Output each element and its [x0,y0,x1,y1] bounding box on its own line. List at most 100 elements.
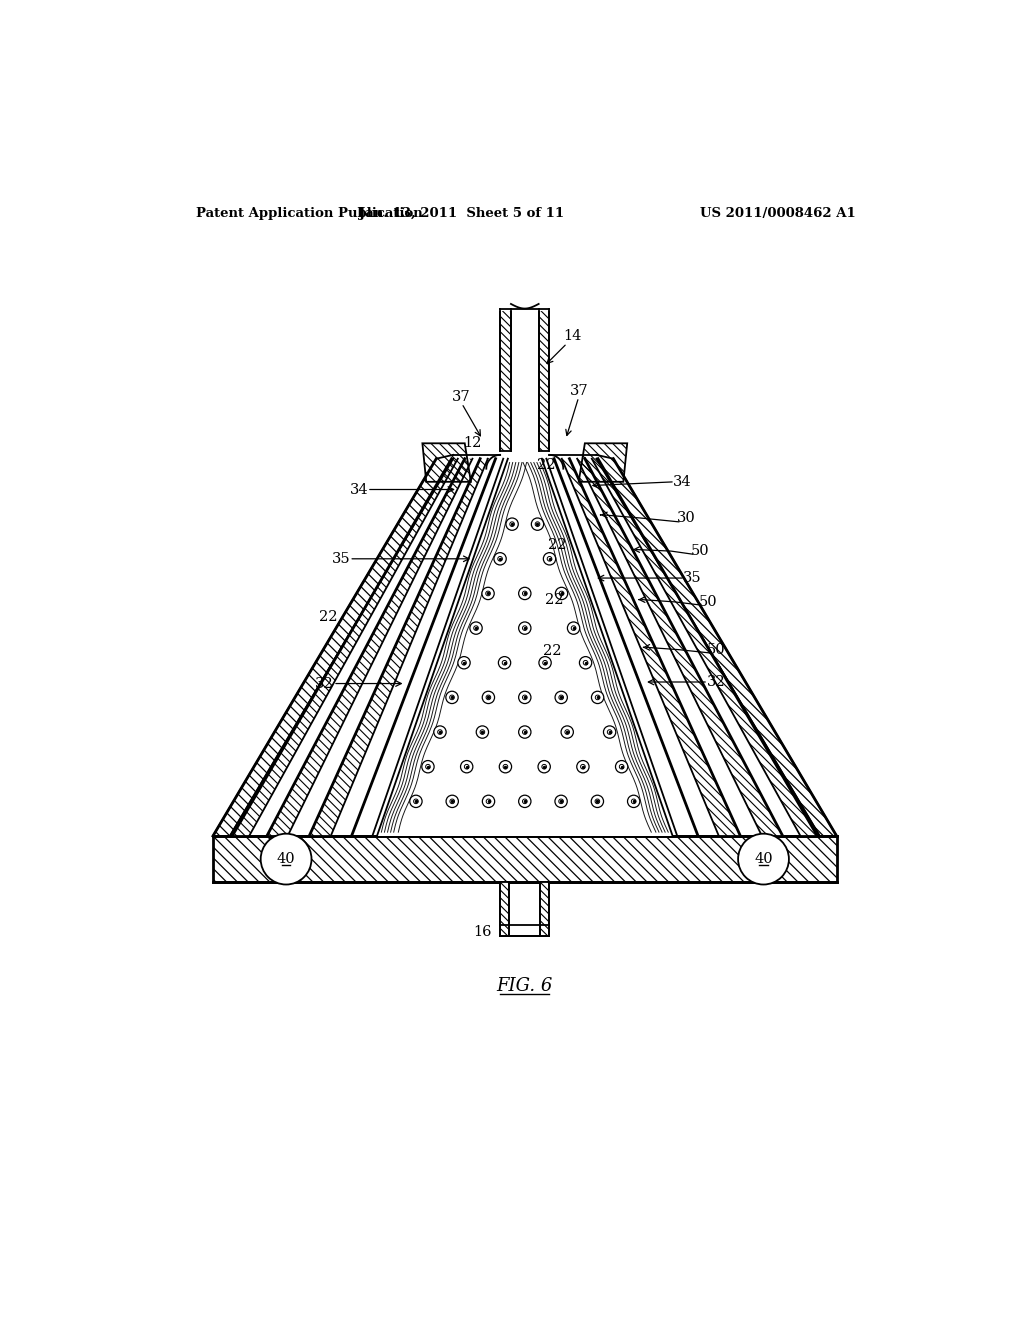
Circle shape [559,696,563,700]
Circle shape [502,660,507,665]
Circle shape [536,521,540,527]
Circle shape [538,760,550,774]
Text: FIG. 6: FIG. 6 [497,977,553,995]
Circle shape [738,834,788,884]
Circle shape [437,730,442,734]
Polygon shape [309,459,487,836]
Circle shape [555,795,567,808]
Circle shape [571,626,575,631]
Text: 32: 32 [315,677,334,690]
Text: 40: 40 [276,853,295,866]
Circle shape [498,557,503,561]
Text: 50: 50 [707,643,725,656]
Text: 12: 12 [463,437,481,450]
Circle shape [628,795,640,808]
Text: 37: 37 [453,391,471,404]
Circle shape [462,660,466,665]
Circle shape [450,696,455,700]
Circle shape [426,764,430,770]
Circle shape [559,799,563,804]
Text: 30: 30 [677,511,696,525]
Circle shape [584,660,588,665]
Polygon shape [578,459,782,836]
Polygon shape [213,836,837,882]
Text: 37: 37 [569,384,588,397]
Text: 22: 22 [548,539,566,552]
Circle shape [539,656,551,669]
Polygon shape [422,444,471,482]
Circle shape [506,517,518,531]
Circle shape [542,764,547,770]
Circle shape [555,692,567,704]
Text: 22: 22 [544,644,562,659]
Circle shape [474,626,478,631]
Circle shape [567,622,580,635]
Polygon shape [579,444,628,482]
Circle shape [434,726,446,738]
Circle shape [632,799,636,804]
Circle shape [603,726,615,738]
Circle shape [410,795,422,808]
Text: 16: 16 [473,925,492,940]
Text: 22: 22 [319,610,338,624]
Circle shape [592,692,604,704]
Circle shape [522,626,527,631]
Polygon shape [267,459,472,836]
Text: 35: 35 [332,552,351,566]
Circle shape [482,587,495,599]
Text: 22: 22 [545,593,563,607]
Circle shape [518,726,531,738]
Circle shape [522,730,527,734]
Polygon shape [232,459,458,836]
Circle shape [522,591,527,595]
Polygon shape [500,309,511,451]
Text: 14: 14 [563,329,582,342]
Circle shape [261,834,311,884]
Circle shape [445,692,458,704]
Text: 34: 34 [674,475,692,488]
Text: 32: 32 [707,675,725,689]
Circle shape [531,517,544,531]
Circle shape [544,553,556,565]
Circle shape [543,660,548,665]
Circle shape [476,726,488,738]
Circle shape [461,760,473,774]
Circle shape [458,656,470,669]
Circle shape [522,696,527,700]
Polygon shape [377,459,673,836]
Circle shape [464,764,469,770]
Circle shape [470,622,482,635]
Circle shape [615,760,628,774]
Circle shape [446,795,459,808]
Polygon shape [213,459,454,836]
Circle shape [518,795,531,808]
Circle shape [503,764,508,770]
Polygon shape [596,459,837,836]
Text: 50: 50 [691,544,710,558]
Circle shape [580,656,592,669]
Circle shape [555,587,567,599]
Circle shape [518,692,531,704]
Circle shape [422,760,434,774]
Circle shape [450,799,455,804]
Text: Patent Application Publication: Patent Application Publication [196,207,423,220]
Circle shape [561,726,573,738]
Polygon shape [592,459,817,836]
Circle shape [499,656,511,669]
Circle shape [518,622,531,635]
Circle shape [486,696,490,700]
Circle shape [591,795,603,808]
Circle shape [595,696,600,700]
Circle shape [595,799,600,804]
Circle shape [494,553,506,565]
Circle shape [577,760,589,774]
Polygon shape [500,882,509,936]
Circle shape [510,521,514,527]
Circle shape [522,799,527,804]
Polygon shape [541,882,550,936]
Text: 34: 34 [350,483,369,496]
Circle shape [559,591,564,595]
Circle shape [485,591,490,595]
Circle shape [500,760,512,774]
Circle shape [482,692,495,704]
